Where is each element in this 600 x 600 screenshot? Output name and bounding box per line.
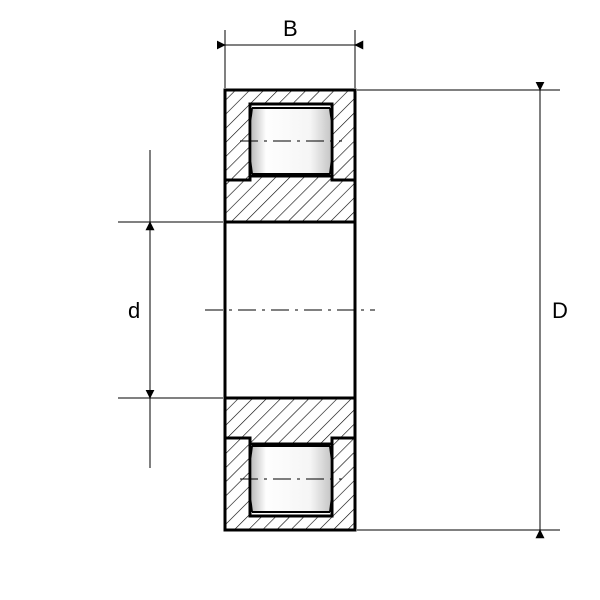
label-D: D	[552, 298, 568, 323]
label-d: d	[128, 298, 140, 323]
dimension-d: d	[118, 150, 223, 468]
bearing-cross-section-diagram: B d D	[0, 0, 600, 600]
roller-bottom	[240, 446, 342, 512]
roller-top	[240, 108, 342, 174]
label-B: B	[283, 16, 298, 41]
dimension-B: B	[225, 16, 355, 88]
dimension-D: D	[357, 90, 568, 530]
